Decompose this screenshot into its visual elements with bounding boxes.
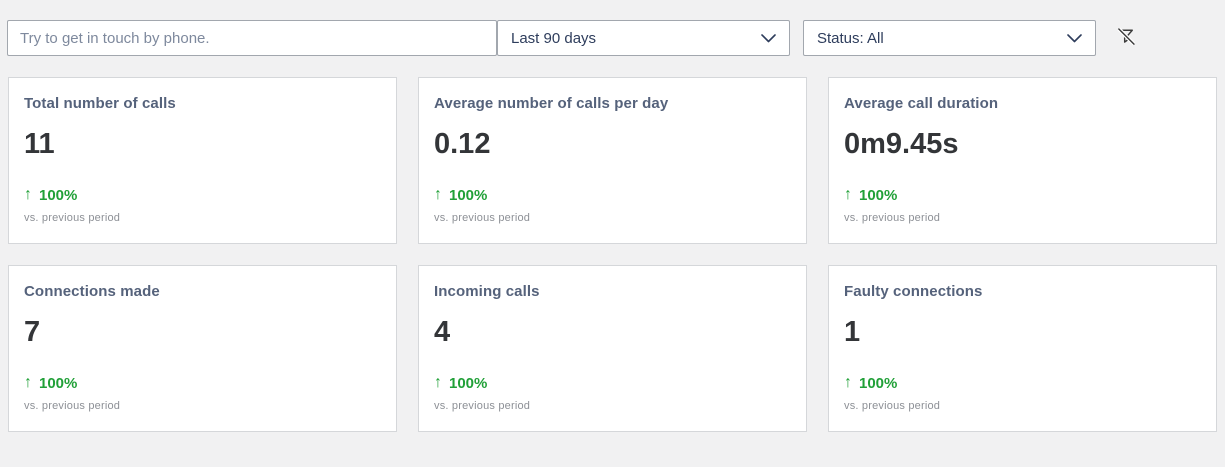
- card-delta: ↑ 100%: [434, 186, 791, 204]
- delta-percent: 100%: [449, 374, 488, 392]
- card-avg-call-duration: Average call duration 0m9.45s ↑ 100% vs.…: [828, 77, 1217, 244]
- delta-percent: 100%: [859, 186, 898, 204]
- card-title: Average number of calls per day: [434, 95, 669, 112]
- chevron-down-icon: [761, 33, 776, 43]
- card-connections-made: Connections made 7 ↑ 100% vs. previous p…: [8, 265, 397, 432]
- arrow-up-icon: ↑: [434, 374, 442, 391]
- stat-cards-grid: Total number of calls 11 ↑ 100% vs. prev…: [8, 77, 1217, 432]
- card-title: Total number of calls: [24, 95, 176, 112]
- card-caption: vs. previous period: [844, 212, 941, 224]
- card-value: 0.12: [434, 128, 491, 160]
- card-incoming-calls: Incoming calls 4 ↑ 100% vs. previous per…: [418, 265, 807, 432]
- chevron-down-icon: [1067, 33, 1082, 43]
- arrow-up-icon: ↑: [844, 186, 852, 203]
- card-value: 0m9.45s: [844, 128, 959, 160]
- card-delta: ↑ 100%: [844, 186, 1201, 204]
- card-avg-calls-per-day: Average number of calls per day 0.12 ↑ 1…: [418, 77, 807, 244]
- filter-bar: Last 90 days Status: All: [7, 20, 1217, 56]
- filter-off-icon: [1115, 25, 1138, 51]
- search-input[interactable]: [7, 20, 497, 56]
- arrow-up-icon: ↑: [24, 374, 32, 391]
- card-value: 1: [844, 316, 861, 348]
- card-value: 7: [24, 316, 41, 348]
- card-delta: ↑ 100%: [24, 374, 381, 392]
- card-title: Average call duration: [844, 95, 999, 112]
- card-value: 11: [24, 128, 55, 160]
- card-title: Faulty connections: [844, 283, 983, 300]
- card-caption: vs. previous period: [24, 212, 121, 224]
- delta-percent: 100%: [449, 186, 488, 204]
- card-delta: ↑ 100%: [24, 186, 381, 204]
- delta-percent: 100%: [39, 186, 78, 204]
- arrow-up-icon: ↑: [24, 186, 32, 203]
- status-dropdown[interactable]: Status: All: [803, 20, 1096, 56]
- status-value: Status: All: [817, 29, 884, 47]
- card-delta: ↑ 100%: [434, 374, 791, 392]
- card-caption: vs. previous period: [844, 400, 941, 412]
- arrow-up-icon: ↑: [434, 186, 442, 203]
- date-range-dropdown[interactable]: Last 90 days: [497, 20, 790, 56]
- delta-percent: 100%: [39, 374, 78, 392]
- card-delta: ↑ 100%: [844, 374, 1201, 392]
- card-caption: vs. previous period: [434, 212, 531, 224]
- card-caption: vs. previous period: [434, 400, 531, 412]
- card-faulty-connections: Faulty connections 1 ↑ 100% vs. previous…: [828, 265, 1217, 432]
- card-caption: vs. previous period: [24, 400, 121, 412]
- clear-filters-button[interactable]: [1113, 23, 1140, 53]
- card-total-calls: Total number of calls 11 ↑ 100% vs. prev…: [8, 77, 397, 244]
- card-value: 4: [434, 316, 451, 348]
- card-title: Incoming calls: [434, 283, 540, 300]
- date-range-value: Last 90 days: [511, 29, 597, 47]
- delta-percent: 100%: [859, 374, 898, 392]
- arrow-up-icon: ↑: [844, 374, 852, 391]
- card-title: Connections made: [24, 283, 160, 300]
